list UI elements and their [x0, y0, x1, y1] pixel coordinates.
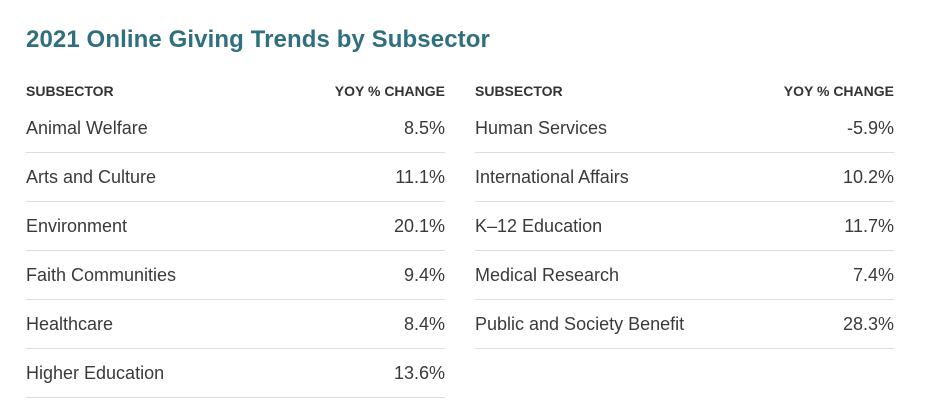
- table-row: Arts and Culture 11.1%: [26, 153, 445, 202]
- subsector-name: Higher Education: [26, 362, 165, 383]
- table-row: Animal Welfare 8.5%: [26, 104, 445, 153]
- yoy-change-value: 7.4%: [852, 264, 894, 285]
- table-row: Environment 20.1%: [26, 202, 445, 251]
- table-row: Healthcare 8.4%: [26, 300, 445, 349]
- subsector-table-right: SUBSECTOR YOY % CHANGE Human Services -5…: [475, 78, 894, 349]
- column-header-yoy-change: YOY % CHANGE: [783, 83, 894, 99]
- subsector-name: Environment: [26, 215, 128, 236]
- table-header: SUBSECTOR YOY % CHANGE: [475, 78, 894, 104]
- yoy-change-value: 20.1%: [393, 215, 445, 236]
- table-row: International Affairs 10.2%: [475, 153, 894, 202]
- table-header: SUBSECTOR YOY % CHANGE: [26, 78, 445, 104]
- yoy-change-value: 11.1%: [395, 166, 445, 187]
- table-body: Human Services -5.9% International Affai…: [475, 104, 894, 349]
- table-body: Animal Welfare 8.5% Arts and Culture 11.…: [26, 104, 445, 398]
- subsector-name: Public and Society Benefit: [475, 313, 685, 334]
- page-title: 2021 Online Giving Trends by Subsector: [26, 26, 490, 53]
- subsector-name: Healthcare: [26, 313, 114, 334]
- subsector-name: Medical Research: [475, 264, 620, 285]
- table-row: Higher Education 13.6%: [26, 349, 445, 398]
- subsector-table-left: SUBSECTOR YOY % CHANGE Animal Welfare 8.…: [26, 78, 445, 398]
- subsector-name: Animal Welfare: [26, 117, 148, 138]
- yoy-change-value: 9.4%: [403, 264, 445, 285]
- yoy-change-value: 10.2%: [842, 166, 894, 187]
- subsector-name: K–12 Education: [475, 215, 603, 236]
- table-row: K–12 Education 11.7%: [475, 202, 894, 251]
- yoy-change-value: 11.7%: [844, 215, 894, 236]
- subsector-name: Human Services: [475, 117, 608, 138]
- table-row: Public and Society Benefit 28.3%: [475, 300, 894, 349]
- yoy-change-value: 8.5%: [403, 117, 445, 138]
- yoy-change-value: -5.9%: [846, 117, 894, 138]
- table-row: Medical Research 7.4%: [475, 251, 894, 300]
- yoy-change-value: 28.3%: [842, 313, 894, 334]
- column-header-subsector: SUBSECTOR: [475, 83, 563, 99]
- subsector-name: Arts and Culture: [26, 166, 157, 187]
- column-header-subsector: SUBSECTOR: [26, 83, 114, 99]
- subsector-name: Faith Communities: [26, 264, 177, 285]
- table-row: Human Services -5.9%: [475, 104, 894, 153]
- table-row: Faith Communities 9.4%: [26, 251, 445, 300]
- subsector-name: International Affairs: [475, 166, 629, 187]
- yoy-change-value: 13.6%: [393, 362, 445, 383]
- yoy-change-value: 8.4%: [403, 313, 445, 334]
- column-header-yoy-change: YOY % CHANGE: [334, 83, 445, 99]
